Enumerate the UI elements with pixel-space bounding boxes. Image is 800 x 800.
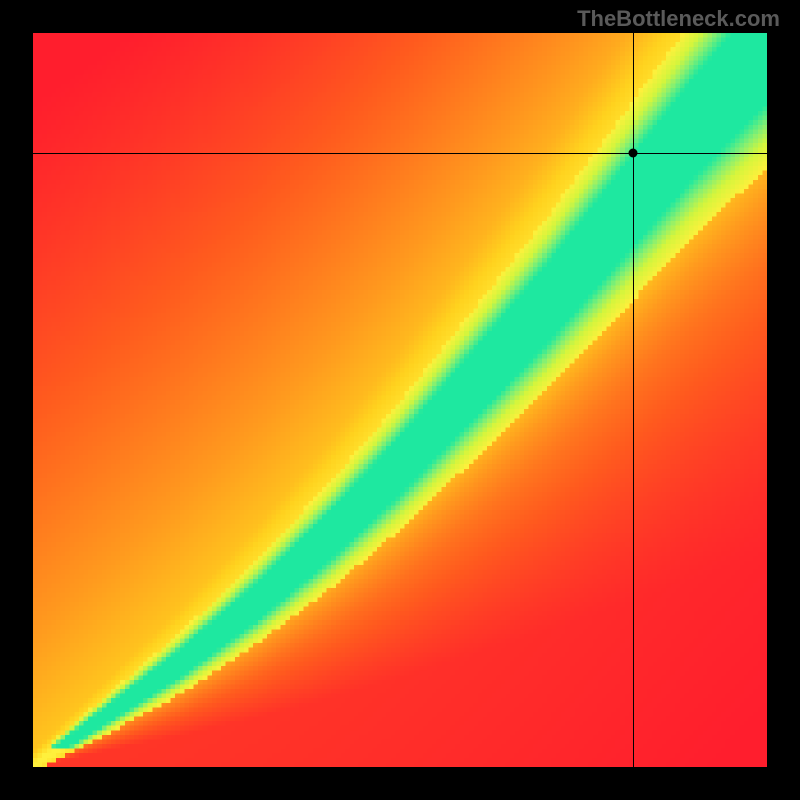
attribution-text: TheBottleneck.com [577,6,780,32]
selection-marker [629,148,638,157]
crosshair-vertical [633,33,634,767]
bottleneck-heatmap [33,33,767,767]
crosshair-horizontal [33,153,767,154]
heatmap-canvas [33,33,767,767]
